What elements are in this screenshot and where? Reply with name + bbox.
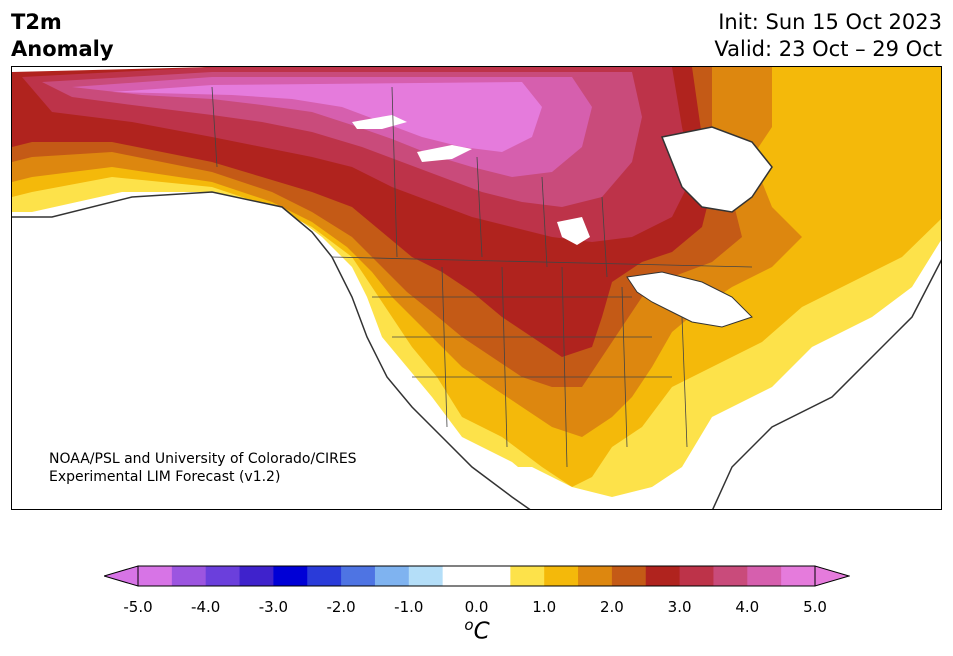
colorbar-max-arrow	[814, 565, 850, 587]
colorbar-tick-label: 0.0	[464, 598, 489, 616]
colorbar-tick-label: 1.0	[532, 598, 557, 616]
colorbar-segment	[374, 566, 410, 586]
colorbar-segment	[171, 566, 207, 586]
anomaly-map-svg	[12, 67, 941, 509]
colorbar-segment	[578, 566, 613, 586]
colorbar-segment	[341, 566, 376, 586]
colorbar-segment	[205, 566, 241, 586]
colorbar-segment	[510, 566, 545, 586]
colorbar-segment	[679, 566, 714, 586]
map-title: T2m Anomaly	[11, 10, 114, 61]
great-lakes	[626, 271, 753, 328]
colorbar-segment	[442, 566, 477, 586]
colorbar-outline	[137, 565, 816, 587]
colorbar-segment	[239, 566, 274, 586]
colorbar-tick-label: -5.0	[123, 598, 153, 616]
colorbar-segment	[408, 566, 444, 586]
colorbar-segment	[307, 566, 342, 586]
colorbar-segment	[611, 566, 647, 586]
colorbar	[104, 565, 850, 587]
unit-label: oC	[464, 616, 489, 645]
colorbar-segment	[476, 566, 511, 586]
colorbar-tick-label: -1.0	[394, 598, 424, 616]
gulf-of-mexico	[482, 467, 711, 509]
pacific-ocean	[12, 192, 530, 509]
colorbar-min-arrow	[104, 565, 139, 587]
colorbar-tick-label: -3.0	[258, 598, 289, 616]
coastline	[12, 126, 941, 509]
valid-period: Valid: 23 Oct – 29 Oct	[714, 37, 942, 61]
colorbar-tick-label: 4.0	[735, 598, 760, 616]
credit-line-1: NOAA/PSL and University of Colorado/CIRE…	[49, 451, 357, 467]
colorbar-tick-label: 5.0	[803, 598, 827, 616]
colorbar-segment	[747, 566, 782, 586]
colorbar-tick-label: -2.0	[326, 598, 356, 616]
init-date: Init: Sun 15 Oct 2023	[718, 10, 942, 34]
borders	[211, 86, 753, 468]
colorbar-tick-label: 2.0	[599, 598, 624, 616]
colorbar-tick-label: 3.0	[667, 598, 692, 616]
colorbar-segment	[138, 566, 173, 586]
atlantic-ocean	[712, 260, 941, 509]
colorbar-segment	[273, 566, 308, 586]
anomaly-5c-region	[112, 82, 542, 152]
unit-degree: o	[464, 616, 474, 634]
colorbar-segment	[645, 566, 681, 586]
colorbar-segment	[781, 566, 816, 586]
colorbar-segment	[544, 566, 579, 586]
hudson-bay	[662, 127, 772, 212]
credit-line-2: Experimental LIM Forecast (v1.2)	[49, 469, 281, 485]
forecast-dates: Init: Sun 15 Oct 2023 Valid: 23 Oct – 29…	[714, 9, 942, 63]
colorbar-tick-label: -4.0	[191, 598, 221, 616]
unit-letter: C	[473, 618, 490, 645]
colorbar-segment	[713, 566, 748, 586]
data-credit: NOAA/PSL and University of Colorado/CIRE…	[49, 450, 357, 486]
anomaly-map: NOAA/PSL and University of Colorado/CIRE…	[11, 66, 942, 510]
